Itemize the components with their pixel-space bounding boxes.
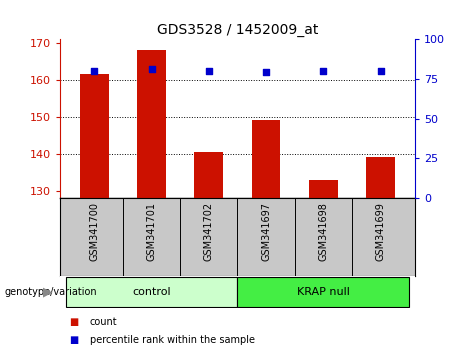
Text: count: count	[90, 317, 118, 327]
Text: GSM341699: GSM341699	[376, 202, 385, 261]
Text: GSM341701: GSM341701	[147, 202, 157, 261]
Text: ■: ■	[69, 335, 78, 345]
Point	[377, 68, 384, 74]
Text: control: control	[132, 287, 171, 297]
Bar	[309, 180, 337, 198]
Point	[205, 68, 213, 74]
Bar	[80, 74, 109, 198]
Text: genotype/variation: genotype/variation	[5, 287, 97, 297]
Text: GSM341700: GSM341700	[89, 202, 99, 261]
Text: ▶: ▶	[43, 286, 53, 298]
Point	[148, 66, 155, 72]
Bar	[137, 50, 166, 198]
Point	[319, 68, 327, 74]
Bar	[237, 277, 409, 307]
Text: ■: ■	[69, 317, 78, 327]
Text: GSM341698: GSM341698	[318, 202, 328, 261]
Point	[262, 69, 270, 75]
Text: percentile rank within the sample: percentile rank within the sample	[90, 335, 255, 345]
Text: GSM341697: GSM341697	[261, 202, 271, 261]
Text: GSM341702: GSM341702	[204, 202, 214, 261]
Text: KRAP null: KRAP null	[297, 287, 350, 297]
Bar	[366, 158, 395, 198]
Bar	[65, 277, 237, 307]
Bar	[252, 120, 280, 198]
Title: GDS3528 / 1452009_at: GDS3528 / 1452009_at	[157, 23, 318, 36]
Bar	[195, 152, 223, 198]
Point	[91, 68, 98, 74]
